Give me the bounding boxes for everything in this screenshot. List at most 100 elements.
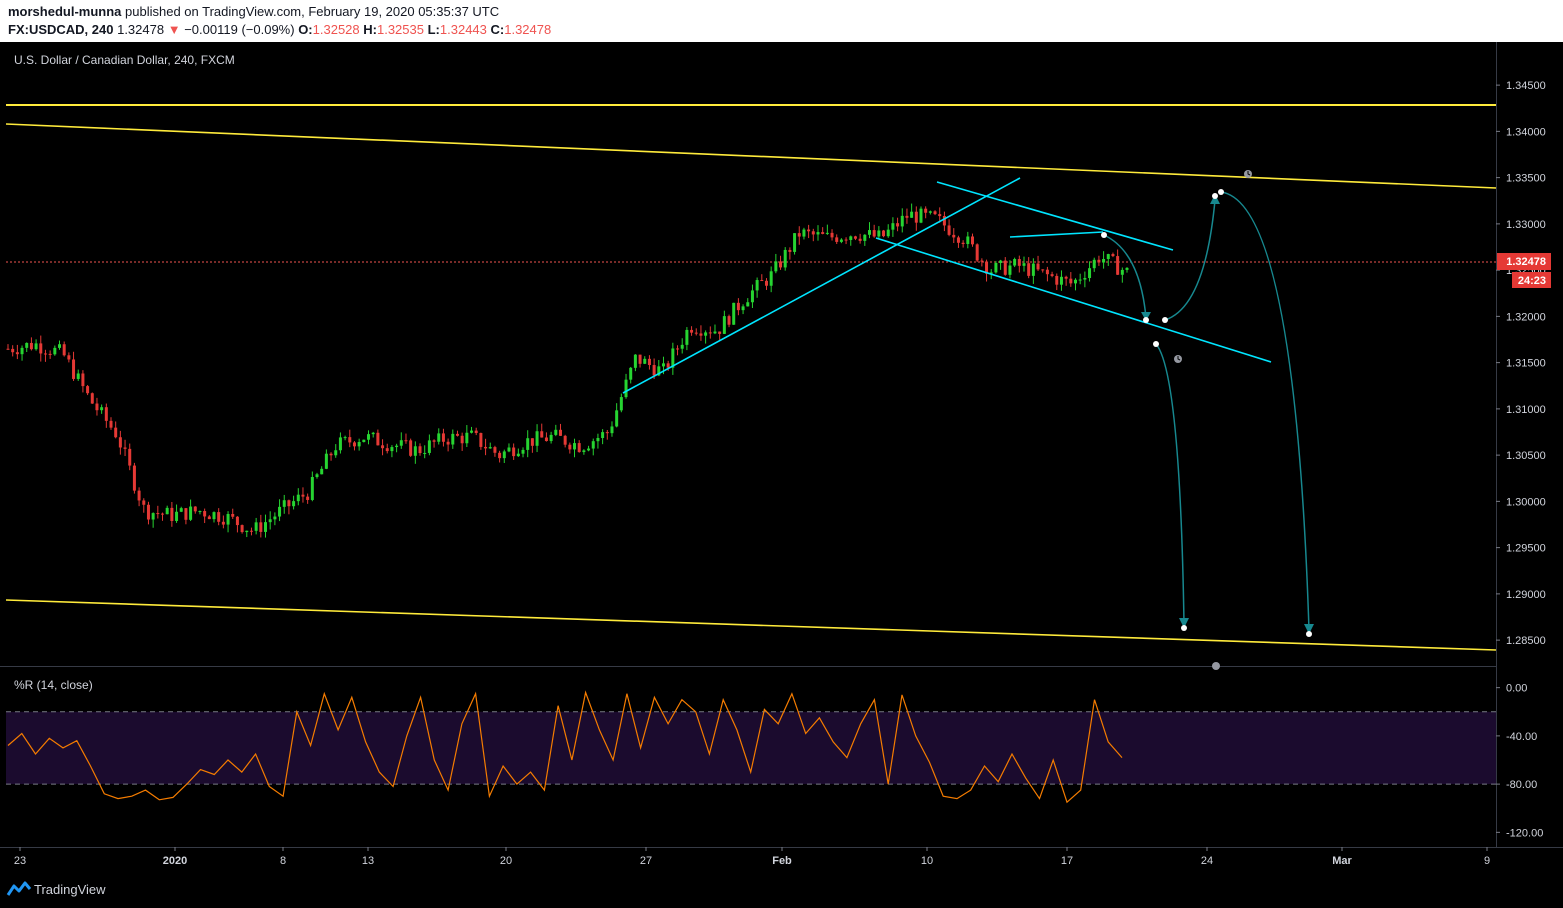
candle-body[interactable] bbox=[807, 229, 811, 232]
candle-body[interactable] bbox=[352, 442, 356, 447]
candle-body[interactable] bbox=[914, 211, 918, 223]
candle-body[interactable] bbox=[334, 450, 338, 456]
candle-body[interactable] bbox=[647, 358, 651, 366]
candle-body[interactable] bbox=[193, 506, 197, 512]
candle-body[interactable] bbox=[264, 522, 268, 532]
candle-body[interactable] bbox=[441, 433, 445, 442]
candle-body[interactable] bbox=[385, 448, 389, 452]
candle-body[interactable] bbox=[535, 431, 539, 446]
candle-body[interactable] bbox=[104, 407, 108, 421]
candle-body[interactable] bbox=[399, 440, 403, 446]
trendlines[interactable] bbox=[622, 177, 1272, 394]
candle-body[interactable] bbox=[708, 332, 712, 334]
candle-body[interactable] bbox=[938, 214, 942, 217]
candle-body[interactable] bbox=[15, 352, 19, 355]
candle-body[interactable] bbox=[1017, 259, 1021, 266]
rising-trendline[interactable] bbox=[622, 177, 1021, 394]
clock-icons[interactable] bbox=[1174, 170, 1252, 670]
candle-body[interactable] bbox=[413, 446, 417, 456]
candle-body[interactable] bbox=[381, 445, 385, 449]
candle-body[interactable] bbox=[816, 232, 820, 235]
candle-body[interactable] bbox=[605, 432, 609, 434]
candle-body[interactable] bbox=[643, 358, 647, 364]
candle-body[interactable] bbox=[685, 329, 689, 345]
arrow-down-target-1[interactable] bbox=[1155, 343, 1185, 625]
candle-body[interactable] bbox=[1073, 279, 1077, 284]
candle-body[interactable] bbox=[835, 237, 839, 242]
candle-body[interactable] bbox=[123, 447, 127, 449]
candle-body[interactable] bbox=[746, 302, 750, 307]
candle-body[interactable] bbox=[769, 271, 773, 286]
candle-body[interactable] bbox=[282, 500, 286, 507]
candle-body[interactable] bbox=[512, 447, 516, 457]
candle-body[interactable] bbox=[118, 437, 122, 448]
candle-body[interactable] bbox=[189, 506, 193, 520]
candle-body[interactable] bbox=[779, 261, 783, 268]
candle-body[interactable] bbox=[624, 379, 628, 398]
candle-body[interactable] bbox=[465, 432, 469, 444]
candle-body[interactable] bbox=[301, 494, 305, 497]
candle-body[interactable] bbox=[952, 234, 956, 238]
candle-body[interactable] bbox=[90, 393, 94, 404]
anchor-point[interactable] bbox=[1306, 631, 1312, 637]
candle-body[interactable] bbox=[100, 407, 104, 411]
candle-body[interactable] bbox=[877, 230, 881, 237]
candle-body[interactable] bbox=[610, 426, 614, 434]
candle-body[interactable] bbox=[680, 344, 684, 349]
candle-body[interactable] bbox=[226, 513, 230, 525]
candle-body[interactable] bbox=[811, 231, 815, 235]
candle-body[interactable] bbox=[629, 367, 633, 380]
candle-body[interactable] bbox=[582, 450, 586, 453]
candle-body[interactable] bbox=[863, 234, 867, 241]
flag-lower-trendline[interactable] bbox=[875, 237, 1272, 363]
candle-body[interactable] bbox=[825, 232, 829, 234]
candle-body[interactable] bbox=[633, 354, 637, 368]
candle-body[interactable] bbox=[376, 432, 380, 446]
candle-body[interactable] bbox=[732, 302, 736, 325]
candle-body[interactable] bbox=[919, 208, 923, 223]
candle-body[interactable] bbox=[1116, 256, 1120, 275]
candle-body[interactable] bbox=[956, 237, 960, 243]
candle-body[interactable] bbox=[886, 229, 890, 237]
candle-body[interactable] bbox=[530, 438, 534, 446]
candle-body[interactable] bbox=[666, 363, 670, 368]
candle-body[interactable] bbox=[142, 500, 146, 505]
candle-body[interactable] bbox=[619, 397, 623, 411]
candle-body[interactable] bbox=[947, 225, 951, 235]
candle-body[interactable] bbox=[900, 215, 904, 227]
candle-body[interactable] bbox=[755, 280, 759, 291]
candle-body[interactable] bbox=[797, 233, 801, 237]
candle-body[interactable] bbox=[1120, 269, 1124, 275]
candle-body[interactable] bbox=[498, 452, 502, 459]
candle-body[interactable] bbox=[221, 521, 225, 525]
candle-body[interactable] bbox=[1055, 275, 1059, 285]
candle-body[interactable] bbox=[933, 211, 937, 215]
candle-body[interactable] bbox=[1083, 278, 1087, 280]
candle-body[interactable] bbox=[1045, 269, 1049, 275]
arrow-down-target-2[interactable] bbox=[1220, 191, 1310, 631]
arrow-up-to-channel[interactable] bbox=[1164, 199, 1216, 321]
candle-body[interactable] bbox=[793, 233, 797, 252]
candle-body[interactable] bbox=[427, 440, 431, 453]
candle-body[interactable] bbox=[423, 452, 427, 454]
candle-body[interactable] bbox=[184, 508, 188, 520]
candle-body[interactable] bbox=[591, 441, 595, 449]
candle-body[interactable] bbox=[1069, 278, 1073, 284]
candle-body[interactable] bbox=[844, 239, 848, 241]
candle-body[interactable] bbox=[1078, 279, 1082, 281]
candle-body[interactable] bbox=[891, 223, 895, 230]
candle-body[interactable] bbox=[404, 440, 408, 442]
candle-body[interactable] bbox=[109, 420, 113, 428]
candle-body[interactable] bbox=[479, 433, 483, 447]
candle-body[interactable] bbox=[20, 347, 24, 355]
candle-body[interactable] bbox=[1008, 265, 1012, 275]
candle-body[interactable] bbox=[788, 249, 792, 252]
candle-body[interactable] bbox=[175, 511, 179, 521]
anchor-point[interactable] bbox=[1143, 317, 1149, 323]
arrow-down-to-support[interactable] bbox=[1103, 234, 1147, 319]
candle-body[interactable] bbox=[1003, 260, 1007, 275]
indicator-axis[interactable]: 0.00 -40.00 -80.00 -120.00 bbox=[1496, 683, 1543, 840]
candle-body[interactable] bbox=[357, 442, 361, 447]
flag-upper-trendline[interactable] bbox=[936, 181, 1174, 251]
candle-body[interactable] bbox=[573, 443, 577, 450]
